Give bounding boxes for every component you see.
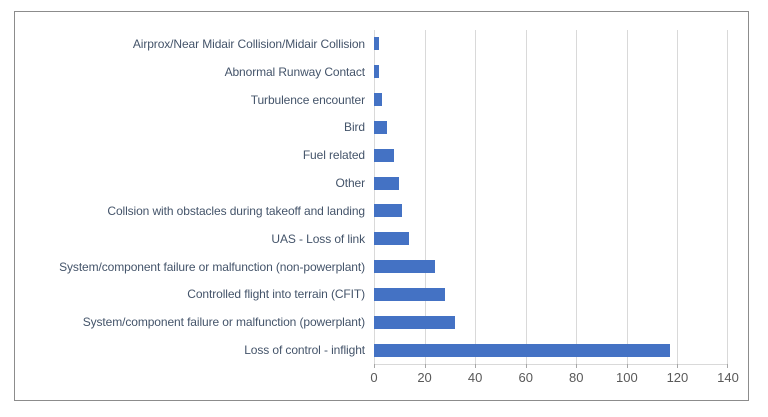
axis-tick — [677, 364, 679, 368]
x-tick-label: 120 — [666, 370, 689, 385]
gridline — [525, 30, 527, 364]
bar-track — [374, 336, 728, 364]
chart-row: Fuel related — [15, 141, 728, 169]
chart-row: Abnormal Runway Contact — [15, 58, 728, 86]
bar — [374, 315, 455, 329]
gridline — [424, 30, 426, 364]
bar-track — [374, 197, 728, 225]
category-label: Turbulence encounter — [250, 92, 365, 107]
bar — [374, 93, 382, 107]
x-tick-label: 40 — [467, 370, 483, 385]
bar-track — [374, 86, 728, 114]
gridline — [576, 30, 578, 364]
bar — [374, 120, 387, 134]
category-label: System/component failure or malfunction … — [59, 259, 365, 274]
chart-row: Controlled flight into terrain (CFIT) — [15, 280, 728, 308]
chart-rows: Airprox/Near Midair Collision/Midair Col… — [15, 30, 728, 364]
bar-track — [374, 225, 728, 253]
bar-track — [374, 30, 728, 58]
chart-row: Bird — [15, 113, 728, 141]
chart-row: Airprox/Near Midair Collision/Midair Col… — [15, 30, 728, 58]
bar-track — [374, 169, 728, 197]
axis-tick — [374, 364, 375, 368]
bar — [374, 204, 402, 218]
category-label: Fuel related — [302, 148, 365, 163]
bar — [374, 37, 380, 51]
gridline — [626, 30, 628, 364]
x-tick-label: 80 — [569, 370, 584, 385]
chart-row: Turbulence encounter — [15, 86, 728, 114]
bar-track — [374, 141, 728, 169]
bar — [374, 65, 380, 79]
axis-tick — [576, 364, 578, 368]
x-tick-label: 140 — [717, 370, 739, 385]
category-label: Bird — [344, 120, 365, 135]
chart-row: UAS - Loss of link — [15, 225, 728, 253]
category-label: Other — [335, 176, 365, 191]
bar — [374, 232, 410, 246]
chart-row: System/component failure or malfunction … — [15, 253, 728, 281]
axis-tick — [626, 364, 628, 368]
bar — [374, 343, 670, 357]
bar-track — [374, 58, 728, 86]
category-label: Loss of control - inflight — [244, 343, 365, 358]
axis-tick — [727, 364, 728, 368]
chart-row: Collsion with obstacles during takeoff a… — [15, 197, 728, 225]
x-axis-labels: 0 20 40 60 80 100 120 140 — [370, 370, 738, 388]
gridline — [727, 30, 728, 364]
bar — [374, 176, 400, 190]
axis-tick — [475, 364, 477, 368]
chart-row: Other — [15, 169, 728, 197]
gridlines — [374, 30, 728, 368]
x-tick-label: 60 — [518, 370, 533, 385]
category-label: Collsion with obstacles during takeoff a… — [107, 203, 365, 218]
axis-tick — [424, 364, 426, 368]
x-tick-label: 20 — [417, 370, 432, 385]
bar-track — [374, 308, 728, 336]
bar — [374, 287, 445, 301]
gridline — [677, 30, 679, 364]
category-label: Abnormal Runway Contact — [224, 64, 366, 79]
axis-tick — [525, 364, 527, 368]
chart-row: Loss of control - inflight — [15, 336, 728, 364]
category-label: Airprox/Near Midair Collision/Midair Col… — [132, 36, 365, 51]
bar — [374, 148, 395, 162]
bar-track — [374, 113, 728, 141]
x-tick-label: 100 — [615, 370, 638, 385]
category-label: System/component failure or malfunction … — [82, 315, 365, 330]
chart-row: System/component failure or malfunction … — [15, 308, 728, 336]
category-label: Controlled flight into terrain (CFIT) — [187, 287, 365, 302]
bar — [374, 260, 435, 274]
category-label: UAS - Loss of link — [271, 231, 365, 246]
gridline — [374, 30, 375, 364]
x-tick-label: 0 — [370, 370, 378, 385]
bar-track — [374, 253, 728, 281]
chart-frame: Airprox/Near Midair Collision/Midair Col… — [14, 11, 749, 401]
bar-track — [374, 280, 728, 308]
gridline — [475, 30, 477, 364]
